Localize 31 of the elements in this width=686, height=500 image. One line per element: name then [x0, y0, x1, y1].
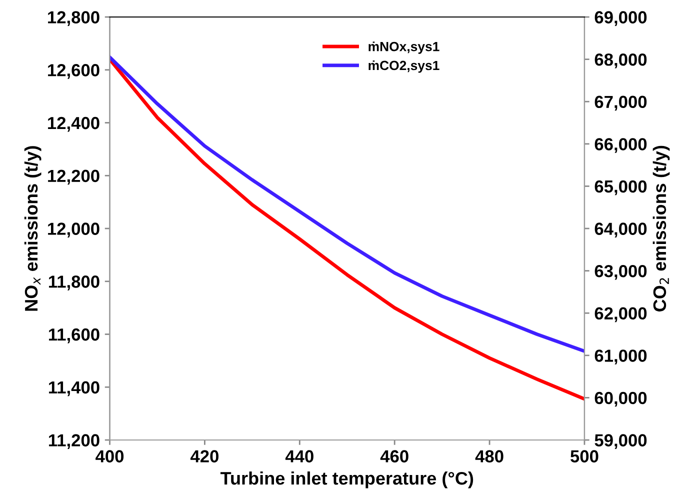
y2-tick-label: 65,000 [594, 180, 647, 196]
y2-tick-label: 61,000 [594, 350, 647, 364]
y2-tick-label: 64,000 [594, 222, 647, 238]
y2-axis-title: CO$_{2}$ emissions (t/y) [652, 146, 670, 312]
y2-tick-label: 59,000 [594, 434, 647, 449]
legend-label: ṁCO2,sys1 [368, 60, 440, 73]
x-tick-label: 460 [380, 450, 408, 462]
x-tick-label: 440 [285, 450, 314, 462]
y-tick-label: 12,400 [48, 116, 100, 132]
y-tick-label: 12,000 [48, 222, 100, 238]
x-tick-label: 480 [475, 450, 504, 462]
y-axis-title: NO$_{x}$ emissions (t/y) [24, 146, 42, 311]
y-tick-label: 11,600 [48, 328, 100, 344]
x-tick-label: 400 [96, 450, 124, 462]
y2-tick-label: 63,000 [594, 264, 647, 280]
legend-label: ṁNOx,sys1 [368, 42, 440, 54]
y-tick-label: 12,600 [48, 64, 100, 79]
y-tick-label: 11,200 [48, 434, 100, 449]
y2-tick-label: 68,000 [594, 53, 647, 68]
y2-tick-label: 67,000 [594, 96, 647, 111]
x-tick-label: 420 [190, 450, 218, 462]
x-tick-label: 500 [570, 450, 598, 462]
y-tick-label: 11,400 [48, 381, 100, 396]
y-tick-label: 11,800 [48, 276, 100, 290]
y2-tick-label: 62,000 [594, 307, 647, 322]
y2-tick-label: 69,000 [594, 11, 647, 26]
x-axis-title: Turbine inlet temperature (°C) [220, 471, 474, 488]
y-tick-label: 12,800 [48, 11, 100, 26]
y-tick-label: 12,200 [48, 170, 100, 185]
y2-tick-label: 60,000 [594, 392, 647, 407]
y2-tick-label: 66,000 [594, 138, 647, 153]
